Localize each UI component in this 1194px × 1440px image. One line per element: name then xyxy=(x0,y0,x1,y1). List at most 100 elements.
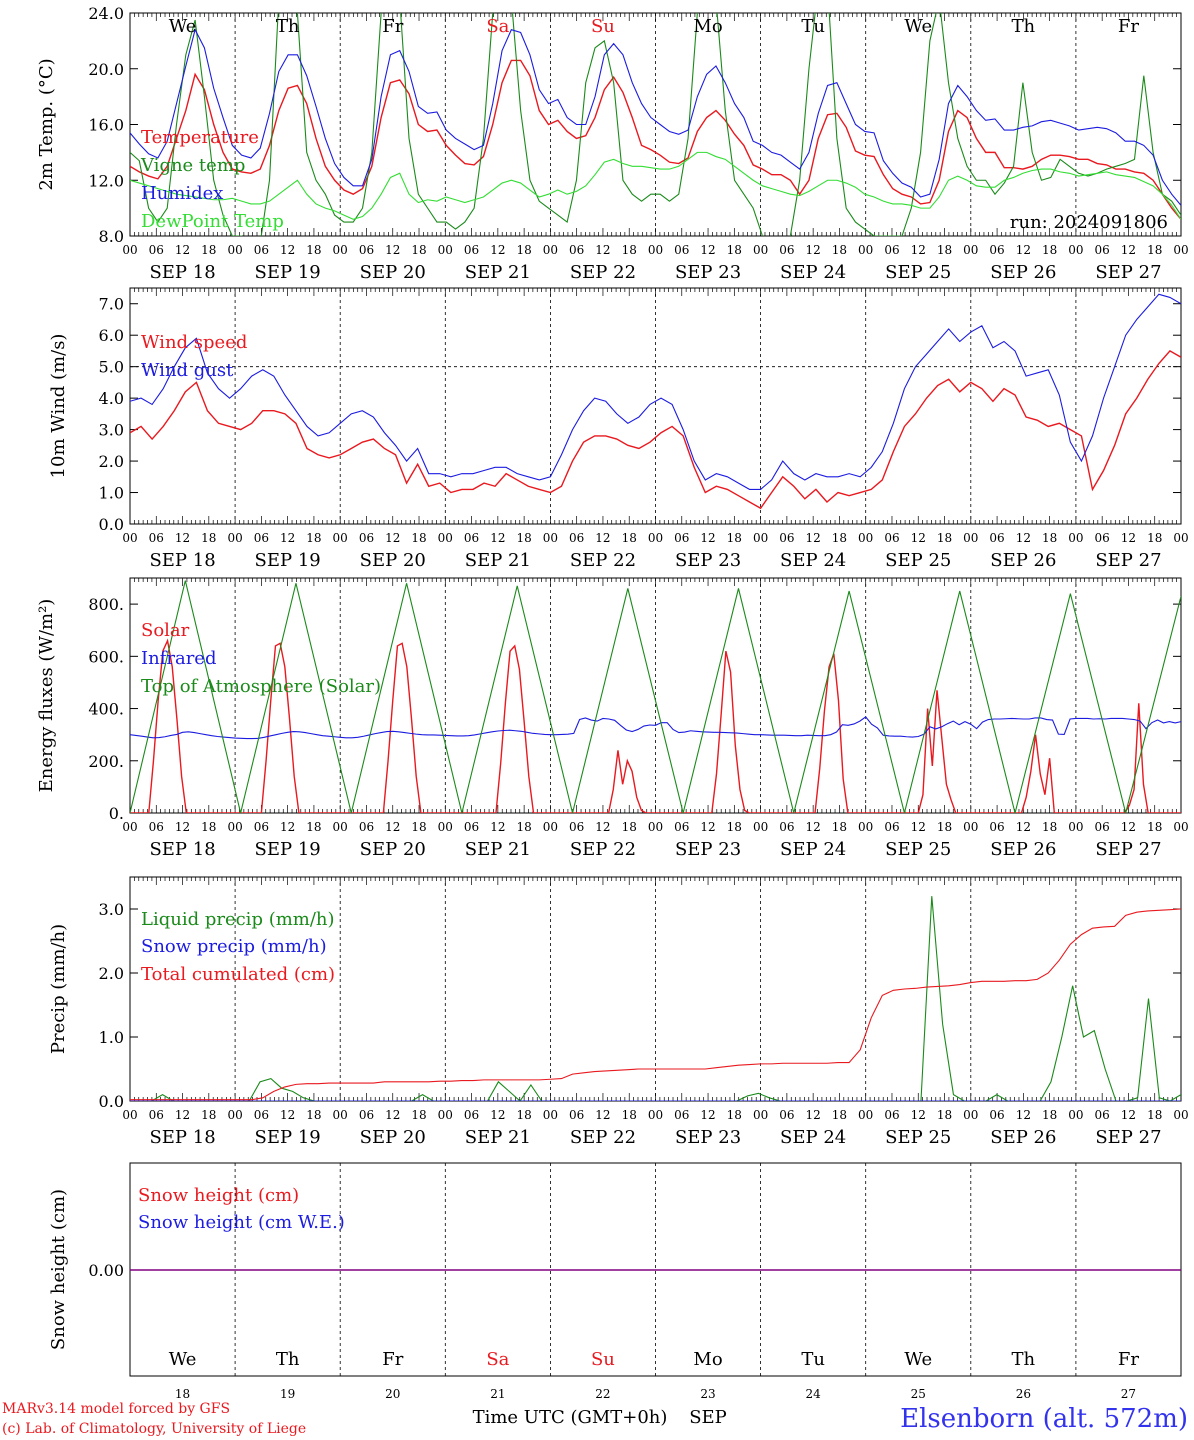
hour-tick-label: 12 xyxy=(1121,1108,1136,1122)
hour-tick-label: 00 xyxy=(963,243,978,257)
hour-tick-label: 00 xyxy=(1173,820,1188,834)
date-label: SEP 18 xyxy=(149,839,215,860)
time-axis-label: Time UTC (GMT+0h) xyxy=(473,1407,668,1428)
y-tick-label: 0. xyxy=(109,804,124,823)
hour-tick-label: 12 xyxy=(1016,243,1031,257)
hour-tick-label: 18 xyxy=(306,1108,321,1122)
hour-tick-label: 00 xyxy=(333,820,348,834)
date-label: SEP 21 xyxy=(465,1127,531,1148)
hour-tick-label: 00 xyxy=(122,531,137,545)
date-label: SEP 19 xyxy=(255,262,321,283)
hour-tick-label: 12 xyxy=(911,1108,926,1122)
hour-tick-label: 00 xyxy=(1068,531,1083,545)
hour-tick-label: 00 xyxy=(543,1108,558,1122)
hour-tick-label: 18 xyxy=(1042,243,1057,257)
y-tick-label: 200. xyxy=(88,752,124,771)
hour-tick-label: 00 xyxy=(122,1108,137,1122)
hour-tick-label: 12 xyxy=(385,820,400,834)
hour-tick-label: 12 xyxy=(175,243,190,257)
date-label: SEP 19 xyxy=(255,550,321,571)
y-tick-label: 7.0 xyxy=(99,295,124,314)
hour-tick-label: 12 xyxy=(385,243,400,257)
hour-tick-label: 12 xyxy=(1121,531,1136,545)
hour-tick-label: 12 xyxy=(595,1108,610,1122)
hour-tick-label: 00 xyxy=(122,243,137,257)
series-line-infrared xyxy=(130,716,1181,740)
date-label: SEP 27 xyxy=(1095,550,1161,571)
hour-tick-label: 00 xyxy=(753,243,768,257)
hour-tick-label: 00 xyxy=(333,531,348,545)
date-label: SEP 25 xyxy=(885,1127,951,1148)
hour-tick-label: 18 xyxy=(1147,243,1162,257)
hour-tick-label: 06 xyxy=(884,243,899,257)
minor-ticks xyxy=(129,288,1182,524)
hour-tick-label: 18 xyxy=(937,531,952,545)
hour-tick-label: 00 xyxy=(227,531,242,545)
y-tick-label: 0.0 xyxy=(99,515,124,534)
hour-tick-label: 18 xyxy=(306,820,321,834)
hour-tick-label: 06 xyxy=(464,1108,479,1122)
hour-tick-label: 18 xyxy=(306,243,321,257)
hour-tick-label: 12 xyxy=(1016,531,1031,545)
y-axis-title: 2m Temp. (°C) xyxy=(36,58,57,190)
date-label: SEP 22 xyxy=(570,1127,636,1148)
date-label: SEP 25 xyxy=(885,262,951,283)
date-label: SEP 18 xyxy=(149,550,215,571)
legend-entry: Top of Atmosphere (Solar) xyxy=(141,676,381,697)
hour-tick-label: 06 xyxy=(674,243,689,257)
hour-tick-label: 00 xyxy=(963,531,978,545)
hour-tick-label: 06 xyxy=(1095,820,1110,834)
weekday-label: Tu xyxy=(801,1349,825,1370)
hour-tick-label: 00 xyxy=(543,243,558,257)
hour-tick-label: 12 xyxy=(175,531,190,545)
hour-tick-label: 00 xyxy=(858,531,873,545)
hour-tick-label: 18 xyxy=(937,1108,952,1122)
y-tick-label: 0.0 xyxy=(99,1092,124,1111)
hour-tick-label: 18 xyxy=(622,820,637,834)
y-tick-label: 3.0 xyxy=(99,900,124,919)
hour-tick-label: 12 xyxy=(700,820,715,834)
hour-tick-label: 12 xyxy=(700,1108,715,1122)
legend-entry: Infrared xyxy=(141,648,216,669)
hour-tick-label: 06 xyxy=(464,243,479,257)
weekday-label: Th xyxy=(1012,1349,1036,1370)
weekday-label: We xyxy=(169,16,197,37)
legend-entry: Wind gust xyxy=(141,360,234,381)
day-number-label: 24 xyxy=(806,1387,822,1401)
hour-tick-label: 18 xyxy=(832,820,847,834)
y-tick-label: 6.0 xyxy=(99,326,124,345)
hour-tick-label: 06 xyxy=(569,820,584,834)
minor-ticks xyxy=(129,877,1182,1101)
hour-tick-label: 06 xyxy=(569,243,584,257)
footer: MARv3.14 model forced by GFS (c) Lab. of… xyxy=(2,1401,1188,1437)
hour-tick-label: 06 xyxy=(779,1108,794,1122)
hour-tick-label: 00 xyxy=(543,820,558,834)
day-number-label: 23 xyxy=(700,1387,715,1401)
weekday-label: Th xyxy=(1012,16,1036,37)
hour-tick-label: 12 xyxy=(595,820,610,834)
hour-tick-label: 18 xyxy=(1147,820,1162,834)
hour-tick-label: 12 xyxy=(911,820,926,834)
hour-tick-label: 18 xyxy=(516,1108,531,1122)
hour-tick-label: 06 xyxy=(1095,1108,1110,1122)
hour-tick-label: 06 xyxy=(149,243,164,257)
hour-tick-label: 06 xyxy=(989,531,1004,545)
date-label: SEP 23 xyxy=(675,1127,741,1148)
hour-tick-label: 18 xyxy=(1147,1108,1162,1122)
y-tick-label: 1.0 xyxy=(99,1028,124,1047)
hour-tick-label: 18 xyxy=(1042,1108,1057,1122)
legend-entry: Humidex xyxy=(141,183,223,204)
hour-tick-label: 12 xyxy=(595,243,610,257)
hour-tick-label: 18 xyxy=(937,820,952,834)
hour-tick-label: 12 xyxy=(806,243,821,257)
hour-tick-label: 06 xyxy=(254,1108,269,1122)
hour-tick-label: 00 xyxy=(333,1108,348,1122)
hour-tick-label: 12 xyxy=(490,820,505,834)
panel-2: 0.0 1.0 2.0 3.0 4.0 5.0 6.0 7.0 10m Wind (m/s) Wi… xyxy=(48,287,1189,571)
hour-tick-label: 18 xyxy=(201,531,216,545)
day-number-label: 26 xyxy=(1016,1387,1031,1401)
hour-tick-label: 06 xyxy=(359,531,374,545)
date-label: SEP 19 xyxy=(255,1127,321,1148)
date-label: SEP 26 xyxy=(990,1127,1056,1148)
